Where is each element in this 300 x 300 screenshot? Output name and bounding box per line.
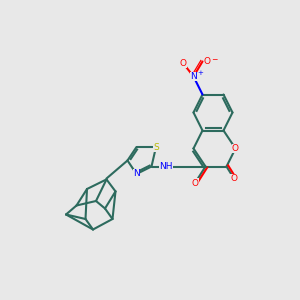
Text: +: + <box>197 70 203 76</box>
Text: N: N <box>133 169 140 178</box>
Text: O: O <box>191 178 199 188</box>
Text: NH: NH <box>159 162 172 171</box>
Text: N: N <box>190 72 197 81</box>
Text: S: S <box>153 142 159 152</box>
Text: O: O <box>204 57 211 66</box>
Text: −: − <box>212 56 218 64</box>
Text: O: O <box>179 58 187 68</box>
Text: O: O <box>232 144 239 153</box>
Text: O: O <box>230 174 238 183</box>
